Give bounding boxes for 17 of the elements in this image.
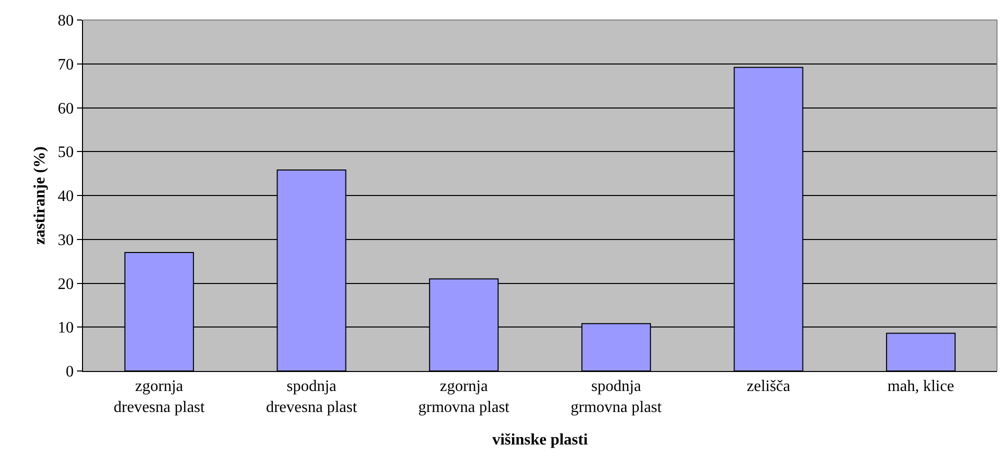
y-tick-label: 80 [58, 12, 74, 30]
x-tick-label: zgornja grmovna plast [418, 378, 510, 416]
y-tick-label: 40 [58, 188, 74, 206]
x-tick-label: zelišča [746, 378, 790, 396]
x-tick-label: spodnja drevesna plast [266, 378, 358, 416]
y-tick-label: 0 [66, 364, 74, 381]
y-tick-label: 20 [58, 276, 74, 293]
x-tick-label: spodnja grmovna plast [570, 378, 662, 416]
x-axis-title: višinske plasti [492, 432, 588, 449]
y-tick-label: 60 [58, 100, 74, 118]
y-tick-label: 30 [58, 232, 74, 249]
y-tick-label: 10 [58, 320, 74, 337]
x-tick-label: zgornja drevesna plast [114, 378, 206, 416]
x-tick-label: mah, klice [888, 378, 954, 396]
y-tick-label: 70 [58, 56, 74, 74]
y-tick-label: 50 [58, 144, 74, 162]
y-axis-title: zastiranje (%) [32, 146, 49, 245]
